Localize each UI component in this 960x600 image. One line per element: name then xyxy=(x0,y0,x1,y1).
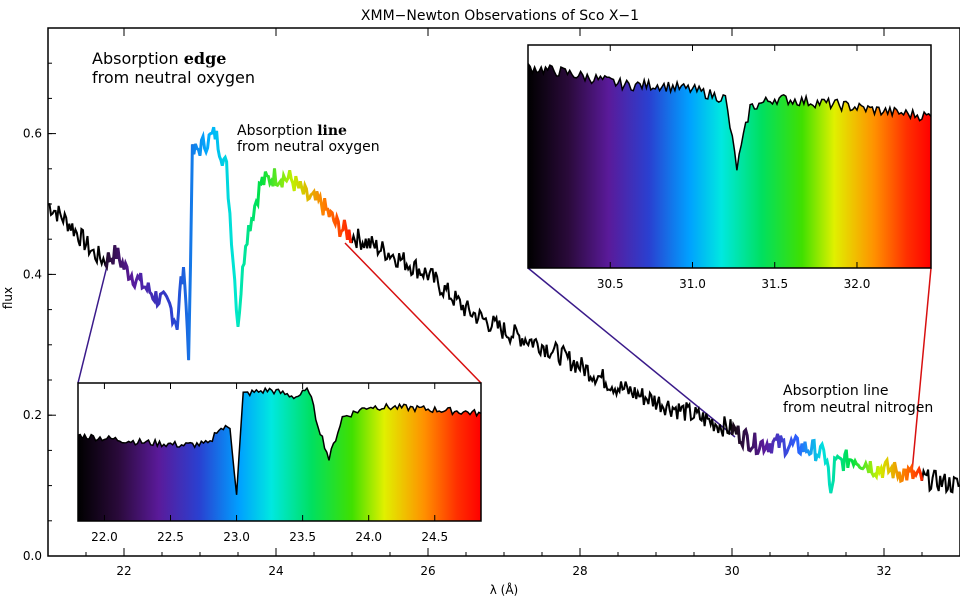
inset-nitrogen: 30.5 31.0 31.5 32.0 xyxy=(528,45,931,291)
y-tick-label: 0.6 xyxy=(23,127,42,141)
x-axis-label: λ (Å) xyxy=(490,582,519,597)
leader-left-a xyxy=(78,262,108,383)
y-tick-label: 0.2 xyxy=(23,408,42,422)
leader-left-b xyxy=(345,243,481,383)
x-tick-label: 30 xyxy=(724,564,739,578)
chart: XMM−Newton Observations of Sco X−1 22 24 2… xyxy=(0,0,960,600)
x-tick-label: 24 xyxy=(268,564,283,578)
leader-right-b xyxy=(912,268,931,472)
x-tick-label: 32 xyxy=(876,564,891,578)
x-tick-label: 22 xyxy=(116,564,131,578)
x-tick-label: 28 xyxy=(572,564,587,578)
inset-oxygen: 22.0 22.5 23.0 23.5 24.0 24.5 xyxy=(78,383,481,544)
inset-x-tick-label: 24.0 xyxy=(355,530,382,544)
annotation-nitrogen-line1: Absorption line xyxy=(783,383,889,399)
y-tick-label: 0.0 xyxy=(23,549,42,563)
inset-x-tick-label: 31.5 xyxy=(761,277,788,291)
annotation-oxygen-line2: from neutral oxygen xyxy=(237,139,380,155)
inset-x-tick-label: 23.0 xyxy=(223,530,250,544)
annotation-edge-line2: from neutral oxygen xyxy=(92,68,255,87)
chart-title: XMM−Newton Observations of Sco X−1 xyxy=(361,8,639,24)
inset-x-tick-label: 30.5 xyxy=(597,277,624,291)
annotation-nitrogen-line2: from neutral nitrogen xyxy=(783,400,933,416)
inset-x-tick-label: 23.5 xyxy=(289,530,316,544)
inset-x-tick-label: 24.5 xyxy=(421,530,448,544)
y-axis-label: flux xyxy=(1,287,15,309)
inset-x-tick-label: 32.0 xyxy=(844,277,871,291)
main-spectrum-nitrogen-band xyxy=(732,426,922,494)
inset-x-tick-label: 31.0 xyxy=(679,277,706,291)
inset-x-tick-label: 22.5 xyxy=(157,530,184,544)
annotation-oxygen-line1: Absorption line xyxy=(237,123,347,139)
main-spectrum-oxygen-band xyxy=(105,127,352,360)
annotation-edge-line1: Absorption edge xyxy=(92,49,226,68)
y-tick-label: 0.4 xyxy=(23,267,42,281)
y-axis: 0.0 0.2 0.4 0.6 xyxy=(23,63,56,563)
x-tick-label: 26 xyxy=(420,564,435,578)
inset-x-tick-label: 22.0 xyxy=(91,530,118,544)
leader-right-a xyxy=(528,268,735,437)
